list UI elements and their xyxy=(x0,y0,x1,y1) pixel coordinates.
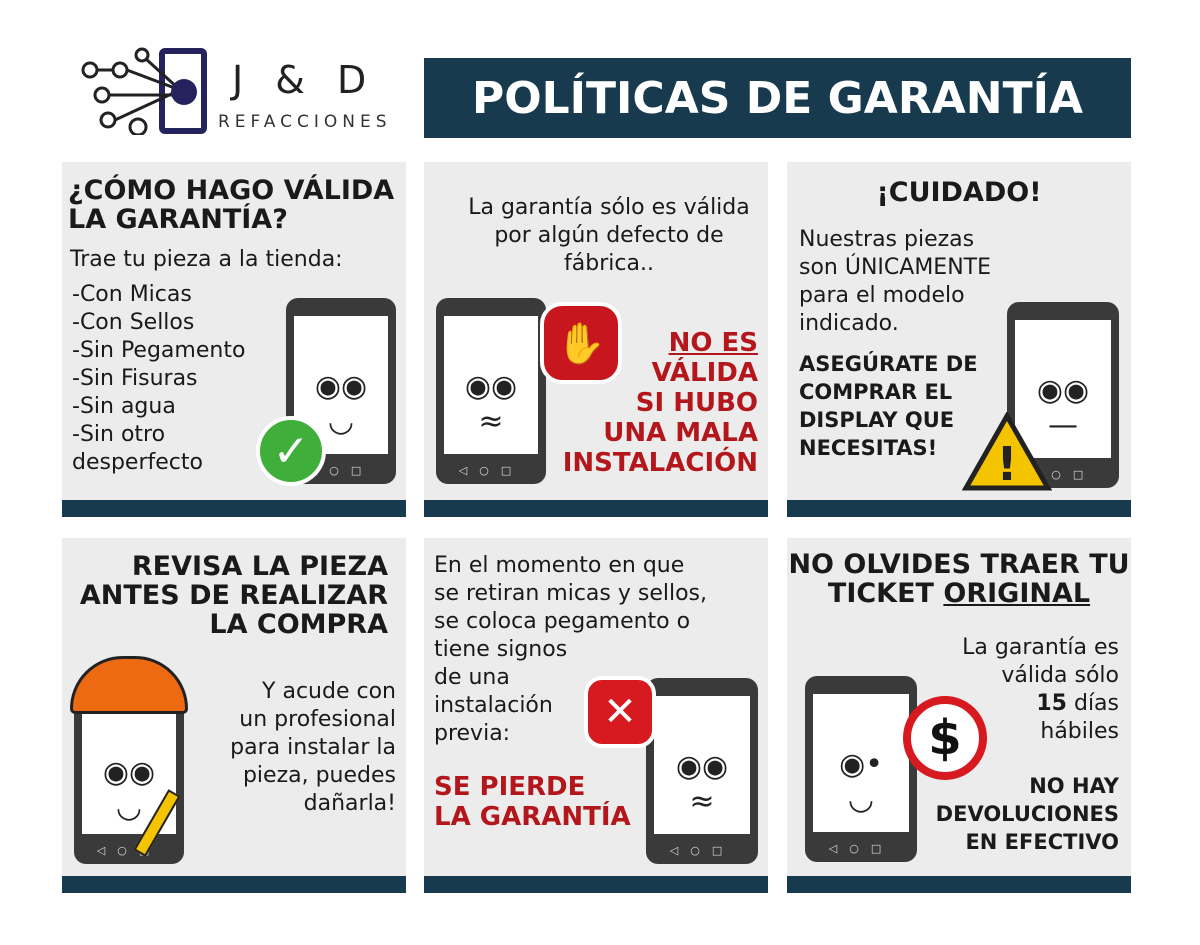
heading-prefix: TICKET xyxy=(827,578,944,609)
nervous-phone-icon: ◉◉ ≈ ◁○□ xyxy=(646,678,758,864)
phone-with-helmet-icon: ◉◉ ◡ ◁○□ xyxy=(74,688,184,864)
text-line: hábiles xyxy=(1040,719,1119,744)
bold-line: DEVOLUCIONES xyxy=(935,802,1119,826)
warning-line: VÁLIDA xyxy=(651,358,758,388)
worried-phone-icon: ◉◉ ≈ ◁○□ xyxy=(436,298,546,484)
list-item: desperfecto xyxy=(72,450,203,475)
days-count: 15 xyxy=(1036,691,1067,716)
text-line: se coloca pegamento o xyxy=(434,609,691,634)
warning-line: SI HUBO xyxy=(635,388,758,418)
text-line: para instalar la xyxy=(230,735,396,760)
text-line: dañarla! xyxy=(303,791,396,816)
no-cash-icon: $ xyxy=(903,696,987,780)
text-line: previa: xyxy=(434,721,511,746)
text-line: En el momento en que xyxy=(434,553,685,578)
warning-line: UNA MALA xyxy=(603,418,758,448)
winking-phone-icon: ◉• ◡ ◁○□ xyxy=(805,676,917,862)
page-title: POLÍTICAS DE GARANTÍA xyxy=(424,58,1131,138)
warning-line: LA GARANTÍA xyxy=(434,802,631,832)
panel-intro: Trae tu pieza a la tienda: xyxy=(70,247,343,272)
logo-network-icon xyxy=(81,47,207,135)
bold-line: EN EFECTIVO xyxy=(965,830,1119,854)
panel-heading: ¡CUIDADO! xyxy=(876,177,1042,208)
panel-factory-defect: La garantía sólo es válida por algún def… xyxy=(424,162,768,517)
warning-line: SE PIERDE xyxy=(434,772,586,802)
heading-line: REVISA LA PIEZA xyxy=(131,551,388,582)
text-line: pieza, puedes xyxy=(242,763,396,788)
heading-line: LA COMPRA xyxy=(209,609,388,640)
text-line: se retiran micas y sellos, xyxy=(434,581,708,606)
bold-line: DISPLAY QUE xyxy=(799,408,955,432)
bold-line: NECESITAS! xyxy=(799,436,938,460)
panel-bar xyxy=(62,876,406,893)
warning-line: INSTALACIÓN xyxy=(562,448,758,478)
heading-line: ANTES DE REALIZAR xyxy=(79,580,388,611)
heading-underlined: ORIGINAL xyxy=(943,578,1091,609)
panel-lose-warranty: En el momento en que se retiran micas y … xyxy=(424,538,768,893)
text-line: tiene signos xyxy=(434,637,568,662)
text-line: de una xyxy=(434,665,510,690)
list-item: -Sin Pegamento xyxy=(72,338,246,363)
heading-line: NO OLVIDES TRAER TU xyxy=(788,549,1130,580)
text-line: un profesional xyxy=(239,707,396,732)
text-line: Y acude con xyxy=(262,679,396,704)
stop-hand-icon: ✋ xyxy=(540,302,622,384)
hard-hat-icon xyxy=(70,656,188,714)
panel-text: La garantía sólo es válida por algún def… xyxy=(468,195,750,276)
logo-name: J & D xyxy=(232,58,377,102)
panel-text: Nuestras piezas son ÚNICAMENTE para el m… xyxy=(799,227,991,336)
panel-bar xyxy=(787,876,1131,893)
check-icon: ✓ xyxy=(256,416,326,486)
list-item: -Con Micas xyxy=(72,282,192,307)
list-item: -Con Sellos xyxy=(72,310,195,335)
panel-check-piece: REVISA LA PIEZA ANTES DE REALIZAR LA COM… xyxy=(62,538,406,893)
list-item: -Sin Fisuras xyxy=(72,366,198,391)
warning-line: NO ES xyxy=(668,328,758,358)
warning-triangle-icon: ! xyxy=(962,412,1052,491)
logo-subtitle: REFACCIONES xyxy=(218,112,392,132)
panel-heading: ¿CÓMO HAGO VÁLIDA LA GARANTÍA? xyxy=(68,175,395,235)
x-mark-icon: ✕ xyxy=(584,676,656,748)
text-line: La garantía es xyxy=(962,635,1119,660)
list-item: -Sin otro xyxy=(72,422,166,447)
panel-bar xyxy=(62,500,406,517)
bold-line: ASEGÚRATE DE xyxy=(799,352,978,376)
bold-line: COMPRAR EL xyxy=(799,380,953,404)
days-suffix: días xyxy=(1066,691,1119,716)
panel-bar xyxy=(424,876,768,893)
panel-caution: ¡CUIDADO! Nuestras piezas son ÚNICAMENTE… xyxy=(787,162,1131,517)
text-line: instalación xyxy=(434,693,553,718)
panel-ticket: NO OLVIDES TRAER TU TICKET ORIGINAL La g… xyxy=(787,538,1131,893)
svg-text:!: ! xyxy=(997,437,1018,491)
text-line: válida sólo xyxy=(1001,663,1119,688)
panel-bar xyxy=(787,500,1131,517)
panel-bar xyxy=(424,500,768,517)
bold-line: NO HAY xyxy=(1029,774,1119,798)
list-item: -Sin agua xyxy=(72,394,176,419)
panel-how-to-validate: ¿CÓMO HAGO VÁLIDA LA GARANTÍA? Trae tu p… xyxy=(62,162,406,517)
